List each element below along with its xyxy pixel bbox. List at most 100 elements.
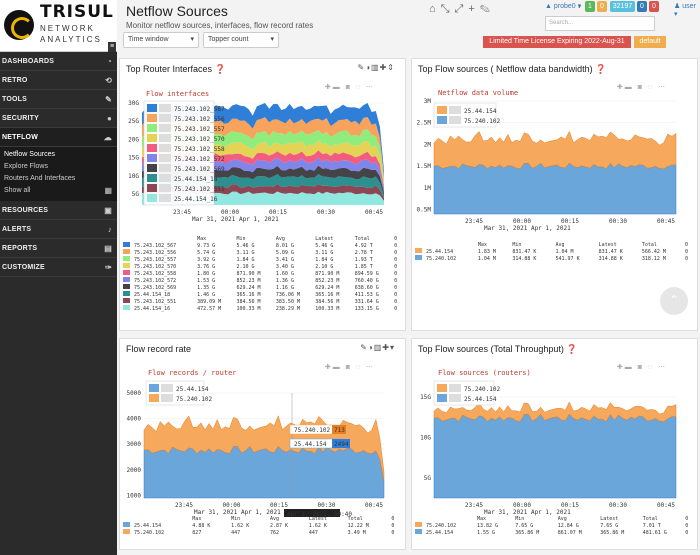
sidebar-item-label: TOOLS bbox=[2, 96, 27, 103]
table-cell: 1.16 G bbox=[275, 284, 294, 291]
submenu-item[interactable]: Explore Flows bbox=[0, 161, 117, 173]
table-row[interactable]: 75.243.102_572 1.53 G 852.23 M 1.36 G 852.23… bbox=[123, 277, 403, 284]
chart-mini-tools[interactable]: ✚▬ ◙ ◌ ⋯ bbox=[324, 84, 375, 91]
table-cell: 7.65 G bbox=[515, 522, 534, 529]
panel-tools[interactable]: ✎◑▥✚⇕ bbox=[357, 63, 395, 72]
sidebar-item-resources[interactable]: RESOURCES ▣ bbox=[0, 201, 117, 220]
table-row[interactable]: 25.44.154 1.83 M 831.47 K 1.04 M 831.47 K 566… bbox=[415, 248, 695, 255]
x-tick-label: 00:45 bbox=[657, 502, 675, 509]
swatch-box bbox=[415, 522, 422, 527]
table-row[interactable]: 25.44.154 1.55 G 365.86 M 861.07 M 365.86 M 4… bbox=[415, 529, 695, 536]
y-tick-label: 10G bbox=[420, 434, 431, 441]
logo[interactable]: TRISUL NETWORK ANALYTICS ≡ bbox=[0, 0, 117, 52]
table-cell: 75.243.102_558 bbox=[134, 270, 177, 277]
color-swatch bbox=[123, 263, 131, 270]
stats-table: Max Min Avg Latest Total 0 25.44.154 1.83 M 831.… bbox=[415, 241, 695, 262]
table-cell: 7.01 T bbox=[642, 522, 661, 529]
submenu-item[interactable]: Show all ▦ bbox=[0, 185, 117, 197]
table-row[interactable]: 75.240.102 1.04 M 314.88 K 541.97 K 314.88 K… bbox=[415, 255, 695, 262]
sidebar-item-tools[interactable]: TOOLS ✎ bbox=[0, 90, 117, 109]
table-cell: 2.87 K bbox=[269, 522, 289, 529]
sidebar-item-dashboards[interactable]: DASHBOARDS ◔ bbox=[0, 52, 117, 71]
license-badge[interactable]: Limited Time License Expiring 2022-Aug-3… bbox=[483, 36, 631, 48]
table-cell: 12.22 M bbox=[347, 522, 369, 529]
table-cell: 75.240.102 bbox=[426, 522, 457, 529]
table-row[interactable]: 75.243.102_551 389.09 M 384.56 M 383.50 M 38… bbox=[123, 298, 403, 305]
help-icon[interactable]: ❓ bbox=[214, 64, 226, 74]
sidebar-item-customize[interactable]: CUSTOMIZE ✑ bbox=[0, 258, 117, 277]
table-row[interactable]: 75.240.102 13.82 G 7.65 G 12.84 G 7.65 G 7.01… bbox=[415, 522, 695, 529]
submenu-item[interactable]: Routers And Interfaces bbox=[0, 173, 117, 185]
help-icon[interactable]: ❓ bbox=[566, 344, 578, 354]
table-cell: 314.88 K bbox=[598, 255, 623, 262]
count-badge[interactable]: 0 bbox=[637, 1, 647, 12]
table-row[interactable]: 75.243.102_558 1.80 G 871.90 M 1.60 G 871.90… bbox=[123, 270, 403, 277]
default-badge[interactable]: default bbox=[634, 36, 666, 48]
x-tick-label: 00:30 bbox=[317, 209, 335, 216]
table-cell: 3.40 G bbox=[275, 263, 294, 270]
table-cell: 1.60 G bbox=[275, 270, 294, 277]
chart-mini-tools[interactable]: ✚▬ ◙ ◌ ⋯ bbox=[616, 84, 667, 91]
table-row[interactable]: 75.243.102_569 1.35 G 629.24 M 1.16 G 629.24… bbox=[123, 284, 403, 291]
y-tick-label: 1000 bbox=[127, 492, 142, 499]
sidebar-item-reports[interactable]: REPORTS ▤ bbox=[0, 239, 117, 258]
count-badge[interactable]: 0 bbox=[649, 1, 659, 12]
count-badge[interactable]: 0 bbox=[597, 1, 607, 12]
table-row[interactable]: 25.44.154_18 1.46 G 365.16 M 736.06 M 365.16… bbox=[123, 291, 403, 298]
legend-label: 25.44.154 bbox=[464, 396, 497, 403]
column-header: Latest bbox=[308, 515, 327, 522]
chart-mini-tools[interactable]: ✚▬ ◙ ◌ ⋯ bbox=[616, 364, 667, 371]
table-row[interactable]: 75.243.102_570 3.76 G 2.10 G 3.40 G 2.10 G 1.… bbox=[123, 263, 403, 270]
table-cell: 472.57 M bbox=[197, 305, 222, 312]
topper-count-select[interactable]: Topper count ▾ bbox=[203, 32, 279, 48]
sidebar-item-retro[interactable]: RETRO ⟲ bbox=[0, 71, 117, 90]
panel-tools[interactable]: ✎◑▥✚▾ bbox=[360, 343, 395, 352]
chart-svg: Netflow data volume 3M 2.5M 2M 1.5M 1M 0.5M 23:… bbox=[417, 89, 677, 232]
table-cell: 0 bbox=[394, 263, 398, 270]
user-menu[interactable]: ♟ user ▾ bbox=[674, 3, 696, 18]
table-cell: 8.01 G bbox=[275, 242, 294, 249]
panel-title: Top Router Interfaces ❓ bbox=[126, 64, 226, 74]
menu-toggle-icon[interactable]: ≡ bbox=[108, 42, 116, 52]
sidebar-item-netflow[interactable]: NETFLOW ☁ bbox=[0, 128, 117, 147]
submenu-item[interactable]: Netflow Sources bbox=[0, 149, 117, 161]
wrench-icon: ✎ bbox=[105, 95, 112, 104]
legend-swatch bbox=[147, 154, 157, 162]
table-row[interactable]: 25.44.154 4.88 K 1.62 K 2.87 K 1.62 K 12.22 M… bbox=[123, 522, 403, 529]
table-cell: 762 bbox=[269, 529, 280, 536]
table-cell: 100.33 M bbox=[236, 305, 261, 312]
table-row[interactable]: 75.243.102_556 5.74 G 3.11 G 5.09 G 3.11 G 2.… bbox=[123, 249, 403, 256]
table-header-row: Max Min Avg Latest Total 0 bbox=[415, 241, 695, 248]
table-cell: 1.04 M bbox=[477, 255, 496, 262]
table-cell: 13.82 G bbox=[477, 522, 499, 529]
toolbar-icons[interactable]: ⌂ ⤡ ⤢ + ✎ bbox=[429, 3, 491, 15]
table-cell: 0 bbox=[394, 277, 398, 284]
series-title: Netflow data volume bbox=[438, 89, 518, 97]
table-cell: 75.243.102_570 bbox=[134, 263, 177, 270]
bell-icon[interactable]: ♪ bbox=[578, 3, 582, 10]
chart-mini-tools[interactable]: ✚▬ ◙ ◌ ⋯ bbox=[324, 364, 375, 371]
probe-selector[interactable]: ▲ probe0 ▾ bbox=[545, 3, 582, 10]
stats-table: Max Min Avg Latest Total 0 25.44.154 4.88 K 1.62… bbox=[123, 515, 403, 536]
sidebar-item-security[interactable]: SECURITY ● bbox=[0, 109, 117, 128]
scroll-top-button[interactable]: ⌃ bbox=[660, 287, 688, 315]
date-label: Mar 31, 2021 Apr 1, 2021 bbox=[194, 509, 281, 516]
table-cell: 1.36 G bbox=[275, 277, 294, 284]
table-cell: 9.73 G bbox=[197, 242, 216, 249]
table-row[interactable]: 75.240.102 827 447 762 447 3.49 M 0 bbox=[123, 529, 403, 536]
help-icon[interactable]: ❓ bbox=[595, 64, 607, 74]
search-input[interactable]: Search... bbox=[545, 16, 655, 31]
table-cell: 0 bbox=[394, 256, 398, 263]
table-row[interactable]: 25.44.154_16 472.57 M 100.33 M 238.29 M 100.… bbox=[123, 305, 403, 312]
table-cell: 852.23 M bbox=[236, 277, 261, 284]
table-cell: 25.44.154_18 bbox=[134, 291, 171, 298]
time-window-select[interactable]: Time window ▾ bbox=[123, 32, 199, 48]
table-cell: 894.59 G bbox=[354, 270, 379, 277]
swatch-box bbox=[123, 291, 130, 296]
table-row[interactable]: 75.243.102_567 9.73 G 5.46 G 8.01 G 5.46 G 4.… bbox=[123, 242, 403, 249]
sidebar-item-alerts[interactable]: ALERTS ♪ bbox=[0, 220, 117, 239]
count-badge[interactable]: 32197 bbox=[610, 1, 635, 12]
count-badge[interactable]: 1 bbox=[585, 1, 595, 12]
table-cell: 314.88 K bbox=[512, 255, 537, 262]
table-row[interactable]: 75.243.102_557 3.92 G 1.84 G 3.41 G 1.84 G 1.… bbox=[123, 256, 403, 263]
